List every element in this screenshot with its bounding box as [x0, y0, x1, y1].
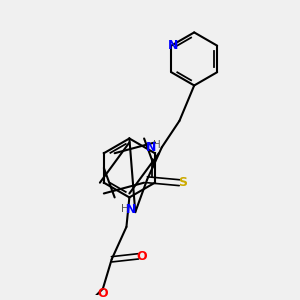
Text: N: N [126, 203, 136, 216]
Text: N: N [167, 39, 178, 52]
Text: H: H [154, 140, 161, 150]
Text: H: H [121, 204, 129, 214]
Text: O: O [98, 287, 108, 300]
Text: O: O [136, 250, 147, 263]
Text: S: S [178, 176, 188, 189]
Text: N: N [146, 141, 157, 154]
